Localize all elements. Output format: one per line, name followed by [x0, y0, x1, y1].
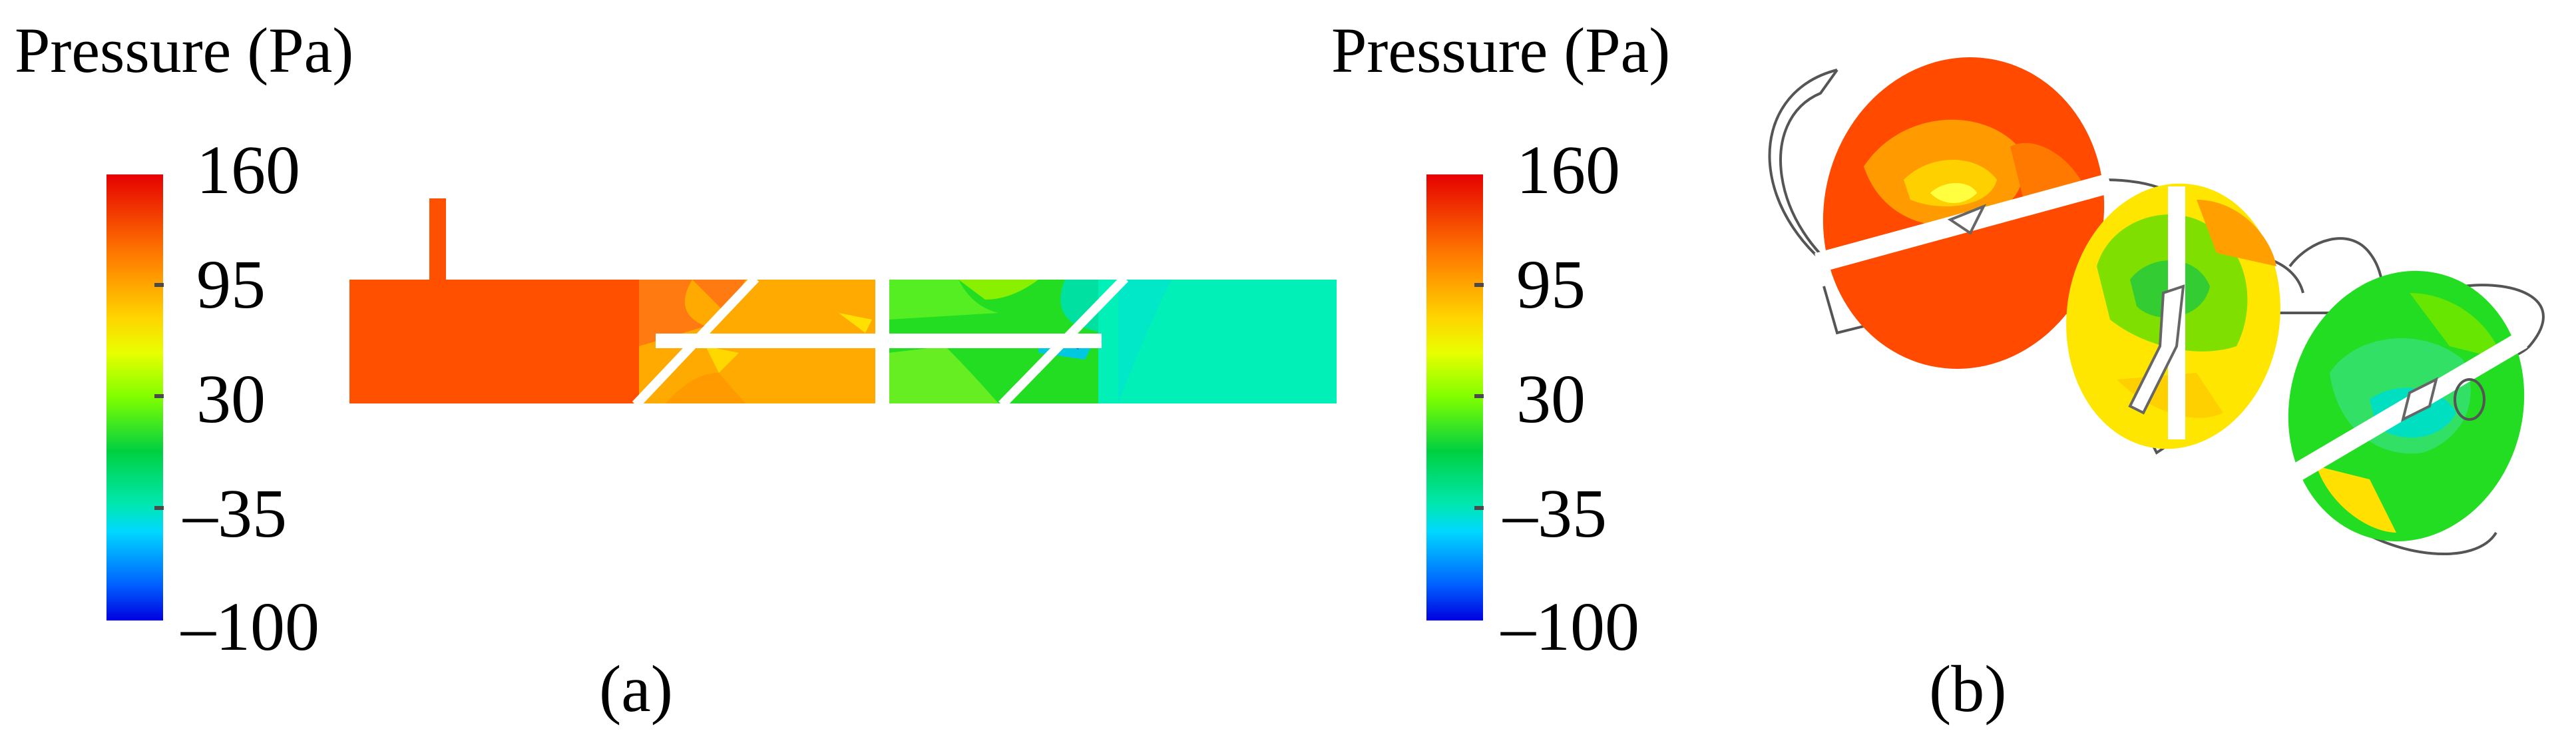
colorbar-a-tick-neg100: –100: [181, 589, 320, 665]
colorbar-a-tickmark: [154, 283, 164, 287]
rotor-disc-2: [2066, 183, 2280, 449]
colorbar-a: [107, 174, 163, 620]
colorbar-b-tick-160: 160: [1516, 132, 1620, 208]
colorbar-b-tickmark: [1474, 283, 1484, 287]
duct-outlet-section: [1098, 280, 1337, 403]
colorbar-a-tick-160: 160: [196, 132, 300, 208]
colorbar-b-tick-neg100: –100: [1501, 589, 1639, 665]
colorbar-b: [1426, 174, 1483, 620]
colorbar-b-tick-30: 30: [1516, 361, 1586, 437]
colorbar-title-a: Pressure (Pa): [15, 15, 354, 86]
colorbar-b-tickmark: [1474, 506, 1484, 510]
colorbar-title-b: Pressure (Pa): [1331, 15, 1671, 86]
rotor-disc-3: [2288, 270, 2528, 542]
colorbar-a-tick-neg35: –35: [183, 475, 287, 552]
blades-and-shaft: [632, 275, 1129, 408]
duct-inlet-section: [349, 198, 646, 403]
colorbar-a-tickmark: [154, 394, 164, 398]
caption-a: (a): [599, 652, 673, 726]
colorbar-a-tick-95: 95: [196, 246, 266, 323]
caption-b: (b): [1929, 652, 2007, 726]
colorbar-b-tick-neg35: –35: [1503, 475, 1607, 552]
colorbar-b-tick-95: 95: [1516, 246, 1586, 323]
colorbar-b-tickmark: [1474, 394, 1484, 398]
colorbar-a-tickmark: [154, 506, 164, 510]
rotor-disc-1: [1815, 57, 2113, 369]
colorbar-a-tick-30: 30: [196, 361, 266, 437]
